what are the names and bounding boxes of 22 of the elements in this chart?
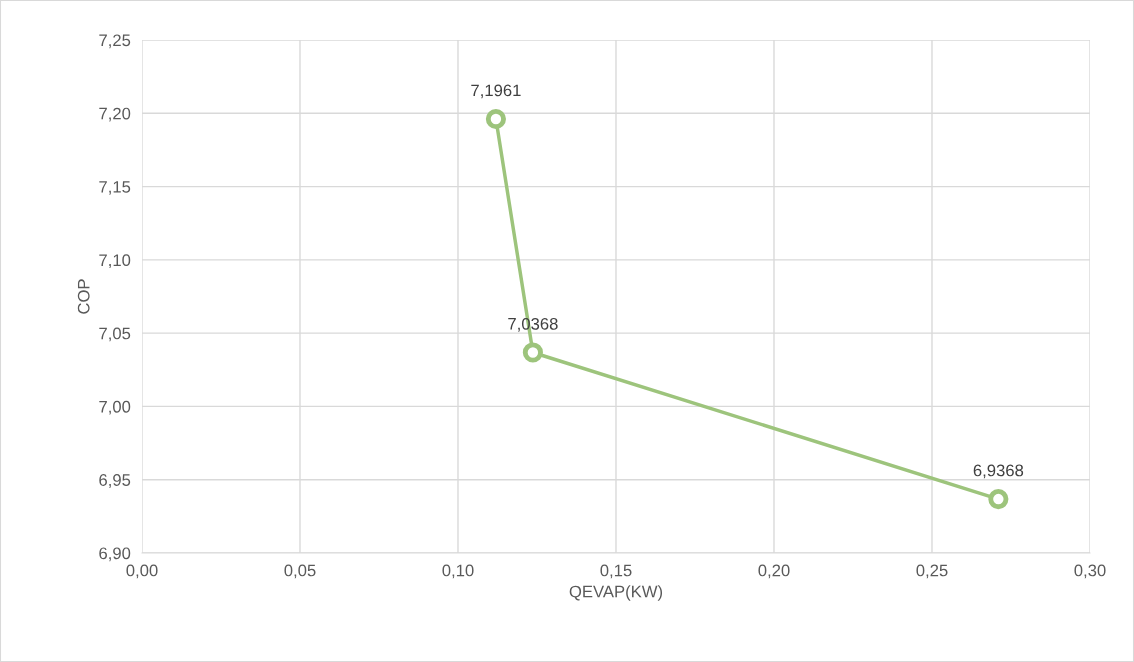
x-axis-title: QEVAP(KW) [569,585,663,601]
y-tick-label: 7,20 [99,107,131,122]
y-tick-label: 7,10 [99,254,131,269]
y-tick-label: 6,95 [99,474,131,488]
point [522,342,543,363]
point [485,108,506,130]
point [988,488,1009,510]
data-label: 7,1961 [471,84,521,99]
x-tick-label: 0,00 [126,564,158,579]
y-tick-label: 7,25 [99,34,131,49]
y-axis-title: COP [77,279,90,314]
x-tick-label: 0,20 [758,564,790,579]
data-label: 6,9368 [973,464,1024,479]
y-tick-label: 7,00 [99,400,131,415]
x-tick-label: 0,05 [284,564,316,579]
x-tick-label: 0,10 [442,564,474,579]
x-tick-label: 0,30 [1074,564,1106,579]
y-tick-label: 6,90 [99,547,131,562]
x-tick-label: 0,15 [600,564,632,579]
y-tick-label: 7,15 [99,181,131,195]
x-tick-label: 0,25 [916,564,948,579]
y-tick-label: 7,05 [99,327,131,342]
